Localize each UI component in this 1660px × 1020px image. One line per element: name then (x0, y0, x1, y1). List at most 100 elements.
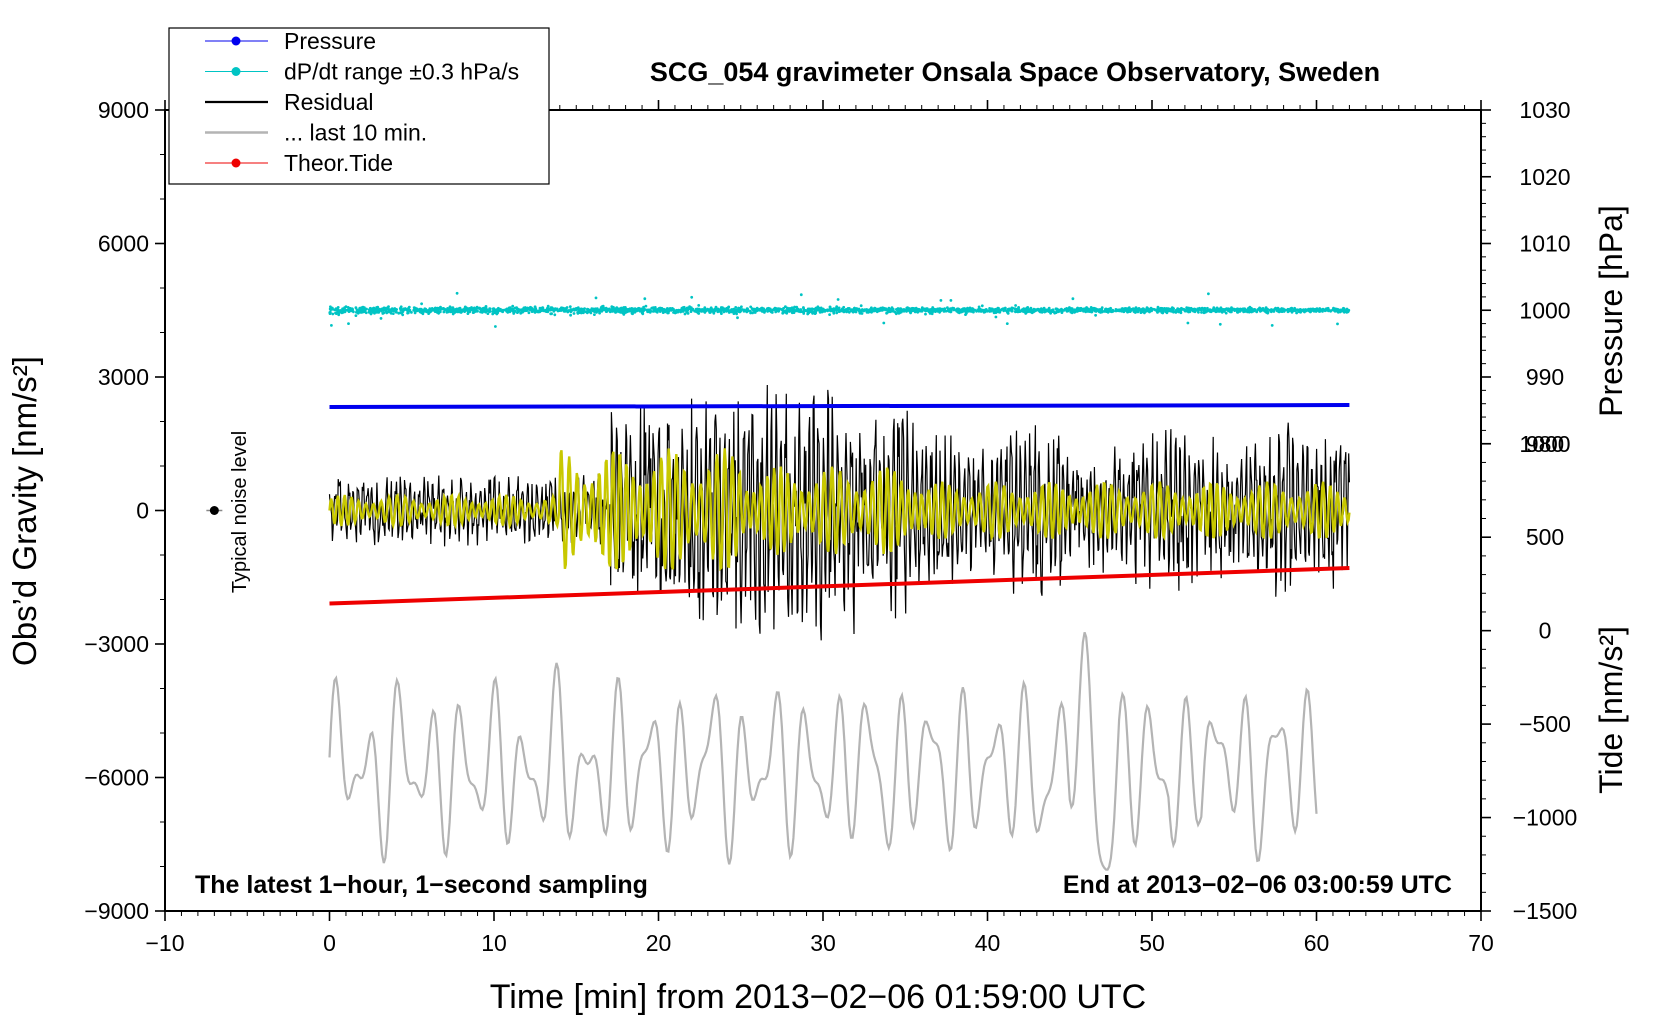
dpdt-point (836, 298, 840, 301)
dpdt-point (1105, 310, 1108, 313)
dpdt-point (495, 312, 499, 316)
dpdt-point (628, 309, 632, 313)
tide-line (329, 566, 1350, 606)
dpdt-point (1243, 307, 1247, 311)
dpdt-point (1336, 322, 1339, 326)
dpdt-point (336, 309, 340, 313)
dpdt-point (797, 310, 800, 313)
dpdt-point (472, 310, 476, 314)
dpdt-point (606, 308, 610, 312)
dpdt-point (1223, 310, 1226, 313)
dpdt-point (572, 307, 575, 311)
dpdt-point (955, 307, 959, 311)
dpdt-point (1043, 310, 1047, 314)
dpdt-point (399, 311, 402, 314)
dpdt-point (948, 308, 951, 312)
dpdt-point (881, 308, 884, 311)
dpdt-point (736, 316, 739, 320)
dpdt-point (1017, 308, 1021, 311)
dpdt-point (790, 306, 794, 310)
dpdt-point (622, 313, 626, 316)
dpdt-point (949, 299, 953, 302)
dpdt-point (586, 308, 590, 311)
dpdt-point (486, 312, 490, 315)
dpdt-point (329, 310, 332, 314)
dpdt-point (1047, 307, 1051, 311)
dpdt-point (693, 309, 697, 313)
dpdt-point (968, 306, 972, 310)
dpdt-point (665, 307, 669, 310)
x-tick-label: 70 (1468, 930, 1494, 956)
dpdt-point (767, 308, 770, 312)
dpdt-point (902, 309, 906, 313)
dpdt-point (362, 306, 365, 310)
dpdt-point (992, 311, 996, 315)
dpdt-point (458, 307, 462, 311)
dpdt-point (812, 307, 816, 311)
dpdt-point (475, 307, 478, 310)
dpdt-point (537, 309, 541, 313)
legend: Pressure dP/dt range ±0.3 hPa/s Residual..… (168, 27, 550, 185)
dpdt-point (1263, 309, 1267, 313)
dpdt-point (484, 305, 488, 308)
dpdt-point (858, 311, 862, 315)
dpdt-point (625, 310, 629, 313)
dpdt-point (1299, 308, 1302, 312)
tide-tick-label: 1000 (1519, 431, 1570, 457)
dpdt-point (609, 309, 613, 313)
dpdt-point (832, 311, 836, 315)
dpdt-point (566, 310, 570, 314)
dpdt-point (685, 306, 689, 310)
dpdt-point (601, 307, 605, 311)
dpdt-point (665, 309, 668, 313)
dpdt-point (642, 305, 645, 309)
dpdt-point (448, 305, 452, 309)
dpdt-point (389, 311, 393, 315)
dpdt-point (446, 309, 450, 312)
dpdt-point (598, 311, 601, 315)
legend-label: dP/dt range ±0.3 hPa/s (284, 59, 519, 85)
dpdt-point (709, 306, 713, 310)
dpdt-point (1109, 306, 1112, 310)
dpdt-point (686, 312, 690, 315)
dpdt-point (499, 309, 503, 313)
dpdt-point (1065, 308, 1069, 312)
dpdt-point (484, 307, 488, 310)
dpdt-point (630, 307, 634, 310)
dpdt-point (594, 296, 598, 300)
dpdt-point (932, 309, 936, 312)
dpdt-point (1072, 309, 1075, 313)
legend-marker (231, 158, 241, 168)
dpdt-point (689, 310, 693, 313)
y-left-tick-label: −3000 (84, 631, 149, 657)
dpdt-point (1015, 309, 1019, 313)
y-left-tick-label: −9000 (84, 898, 149, 924)
dpdt-point (822, 308, 826, 312)
dpdt-point (1183, 308, 1187, 312)
dpdt-point (383, 306, 387, 310)
annotation-end-time: End at 2013−02−06 03:00:59 UTC (1063, 871, 1452, 899)
dpdt-point (1089, 306, 1093, 309)
dpdt-point (795, 305, 799, 309)
dpdt-point (1346, 310, 1350, 314)
dpdt-point (849, 309, 853, 313)
y-left-tick-label: 9000 (98, 97, 149, 123)
dpdt-point (1209, 309, 1213, 313)
dpdt-point (1175, 309, 1179, 312)
dpdt-point (1269, 310, 1273, 314)
x-tick-label: 20 (646, 930, 672, 956)
pressure-tick-label: 980 (1526, 431, 1564, 457)
dpdt-point (424, 308, 427, 311)
dpdt-point (658, 310, 662, 313)
dpdt-point (799, 293, 803, 297)
dpdt-point (750, 307, 754, 311)
y-axis-left-label: Obs’d Gravity [nm/s²] (6, 356, 43, 666)
dpdt-point (494, 309, 498, 313)
dpdt-point (1207, 292, 1210, 296)
dpdt-point (1283, 308, 1287, 312)
dpdt-point (1273, 307, 1277, 311)
dpdt-point (347, 322, 350, 325)
dpdt-point (461, 308, 464, 312)
dpdt-point (772, 308, 776, 312)
y-axis-left: −9000 −6000 −3000 0 3000 6000 9000 (84, 97, 165, 924)
